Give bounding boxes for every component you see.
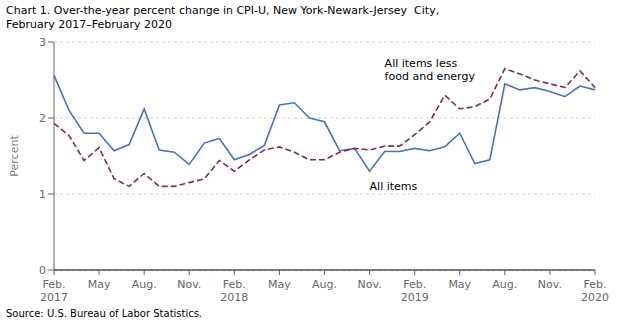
svg-text:May: May: [88, 278, 111, 291]
svg-text:Feb.2020: Feb.2020: [581, 278, 609, 304]
svg-text:Feb.2017: Feb.2017: [40, 278, 68, 304]
svg-text:May: May: [268, 278, 291, 291]
svg-text:All items: All items: [370, 180, 418, 193]
html-text:Source: U.S. Bureau of Labor S: Source: U.S. Bureau of Labor Statistics.: [6, 308, 203, 319]
svg-text:Aug.: Aug.: [132, 278, 157, 291]
svg-text:Nov.: Nov.: [177, 278, 201, 291]
svg-text:0: 0: [39, 264, 46, 277]
html-text:February 2017–February 2020: February 2017–February 2020: [6, 18, 172, 31]
svg-text:Nov.: Nov.: [538, 278, 562, 291]
html-text:Chart 1. Over-the-year percent: Chart 1. Over-the-year percent change in…: [6, 4, 440, 17]
svg-text:1: 1: [39, 188, 46, 201]
svg-text:Nov.: Nov.: [358, 278, 382, 291]
svg-text:Feb.2019: Feb.2019: [401, 278, 429, 304]
svg-text:3: 3: [39, 36, 46, 49]
svg-text:Aug.: Aug.: [492, 278, 517, 291]
svg-text:2: 2: [39, 112, 46, 125]
svg-text:Aug.: Aug.: [312, 278, 337, 291]
svg-text:Feb.2018: Feb.2018: [220, 278, 248, 304]
svg-text:All items lessfood and energy: All items lessfood and energy: [385, 57, 476, 83]
svg-text:May: May: [448, 278, 471, 291]
svg-text:Percent: Percent: [8, 135, 21, 177]
